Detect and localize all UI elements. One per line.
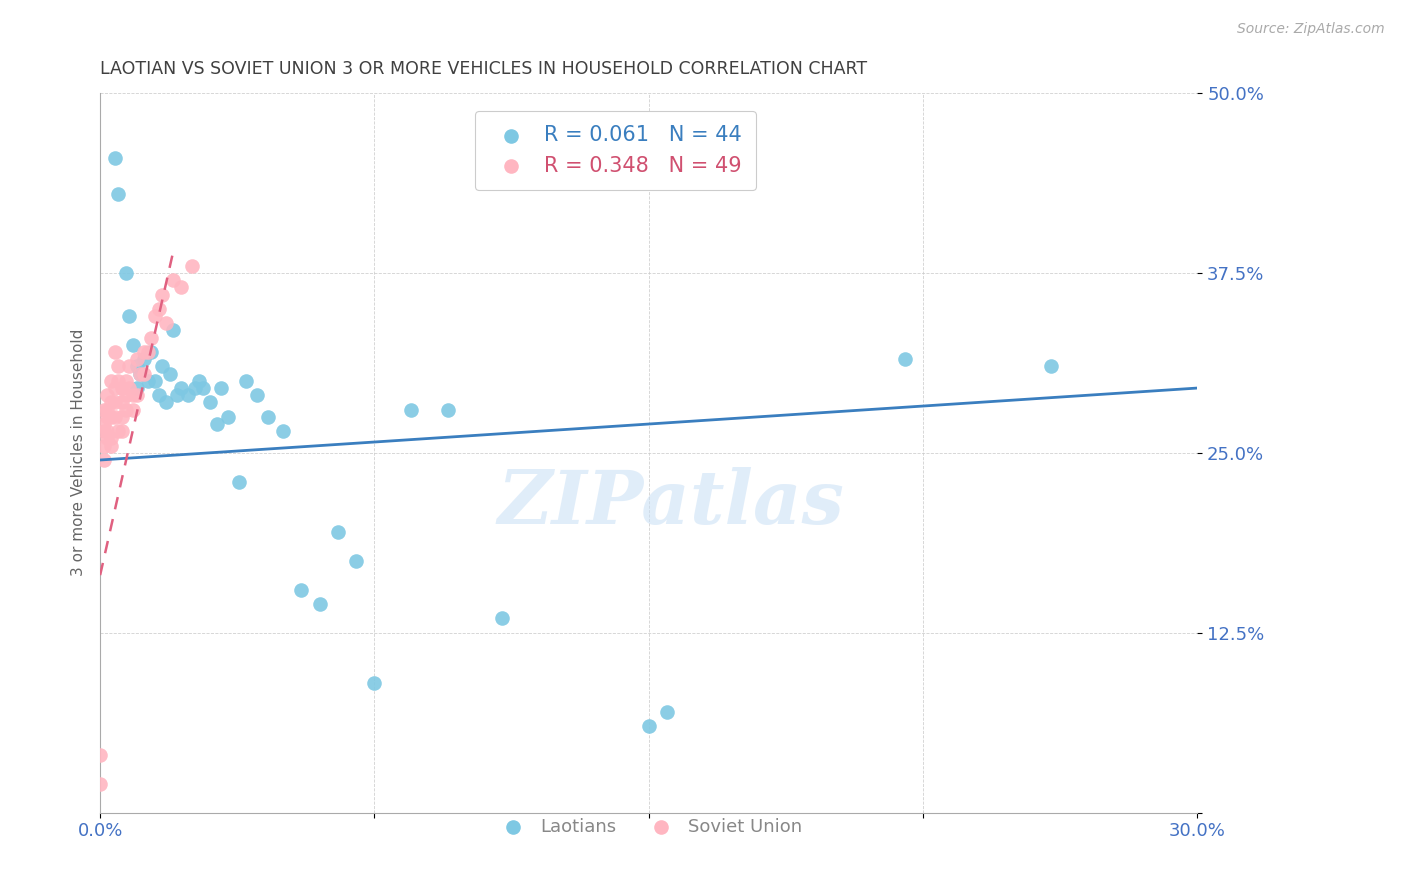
- Point: [100, 439, 122, 453]
- Point: [93, 439, 115, 453]
- Point: [257, 409, 280, 424]
- Point: [129, 367, 152, 381]
- Point: [132, 367, 155, 381]
- Point: [111, 424, 134, 438]
- Point: [132, 352, 155, 367]
- Point: [136, 374, 159, 388]
- Point: [118, 309, 141, 323]
- Point: [93, 402, 115, 417]
- Point: [107, 374, 129, 388]
- Point: [436, 402, 458, 417]
- Point: [111, 395, 134, 409]
- Point: [100, 431, 122, 445]
- Point: [177, 388, 200, 402]
- Point: [89, 777, 111, 791]
- Point: [125, 359, 148, 374]
- Point: [104, 151, 127, 165]
- Point: [111, 381, 134, 395]
- Point: [169, 280, 191, 294]
- Point: [637, 719, 659, 733]
- Point: [107, 186, 129, 201]
- Point: [246, 388, 269, 402]
- Point: [1040, 359, 1063, 374]
- Point: [159, 367, 181, 381]
- Point: [166, 388, 188, 402]
- Text: Source: ZipAtlas.com: Source: ZipAtlas.com: [1237, 22, 1385, 37]
- Point: [96, 431, 118, 445]
- Point: [326, 524, 349, 539]
- Point: [180, 259, 202, 273]
- Point: [143, 309, 166, 323]
- Point: [491, 611, 513, 625]
- Point: [141, 345, 163, 359]
- Point: [96, 388, 118, 402]
- Point: [114, 374, 136, 388]
- Point: [89, 747, 111, 762]
- Point: [100, 374, 122, 388]
- Point: [136, 345, 159, 359]
- Point: [399, 402, 422, 417]
- Point: [655, 705, 678, 719]
- Point: [228, 475, 250, 489]
- Point: [894, 352, 917, 367]
- Point: [150, 359, 173, 374]
- Text: ZIPatlas: ZIPatlas: [498, 467, 844, 540]
- Point: [155, 395, 177, 409]
- Point: [141, 331, 163, 345]
- Point: [162, 324, 184, 338]
- Point: [271, 424, 294, 438]
- Point: [363, 676, 385, 690]
- Point: [96, 409, 118, 424]
- Point: [148, 388, 170, 402]
- Point: [217, 409, 239, 424]
- Point: [205, 417, 228, 431]
- Point: [125, 388, 148, 402]
- Point: [162, 273, 184, 287]
- Point: [114, 402, 136, 417]
- Point: [111, 409, 134, 424]
- Point: [118, 381, 141, 395]
- Point: [125, 352, 148, 367]
- Y-axis label: 3 or more Vehicles in Household: 3 or more Vehicles in Household: [72, 329, 86, 576]
- Point: [122, 402, 145, 417]
- Text: LAOTIAN VS SOVIET UNION 3 OR MORE VEHICLES IN HOUSEHOLD CORRELATION CHART: LAOTIAN VS SOVIET UNION 3 OR MORE VEHICL…: [100, 60, 868, 78]
- Point: [93, 453, 115, 467]
- Point: [344, 554, 367, 568]
- Point: [148, 301, 170, 316]
- Point: [125, 381, 148, 395]
- Point: [114, 388, 136, 402]
- Point: [104, 409, 127, 424]
- Point: [129, 367, 152, 381]
- Point: [290, 582, 312, 597]
- Point: [100, 395, 122, 409]
- Point: [198, 395, 221, 409]
- Point: [96, 402, 118, 417]
- Legend: Laotians, Soviet Union: Laotians, Soviet Union: [488, 811, 810, 843]
- Point: [184, 381, 207, 395]
- Point: [235, 374, 257, 388]
- Point: [107, 424, 129, 438]
- Point: [100, 409, 122, 424]
- Point: [143, 374, 166, 388]
- Point: [104, 395, 127, 409]
- Point: [191, 381, 214, 395]
- Point: [169, 381, 191, 395]
- Point: [104, 381, 127, 395]
- Point: [93, 417, 115, 431]
- Point: [107, 359, 129, 374]
- Point: [308, 597, 330, 611]
- Point: [118, 359, 141, 374]
- Point: [96, 424, 118, 438]
- Point: [93, 424, 115, 438]
- Point: [187, 374, 209, 388]
- Point: [150, 287, 173, 301]
- Point: [122, 388, 145, 402]
- Point: [132, 345, 155, 359]
- Point: [104, 345, 127, 359]
- Point: [114, 266, 136, 280]
- Point: [209, 381, 232, 395]
- Point: [122, 338, 145, 352]
- Point: [155, 316, 177, 330]
